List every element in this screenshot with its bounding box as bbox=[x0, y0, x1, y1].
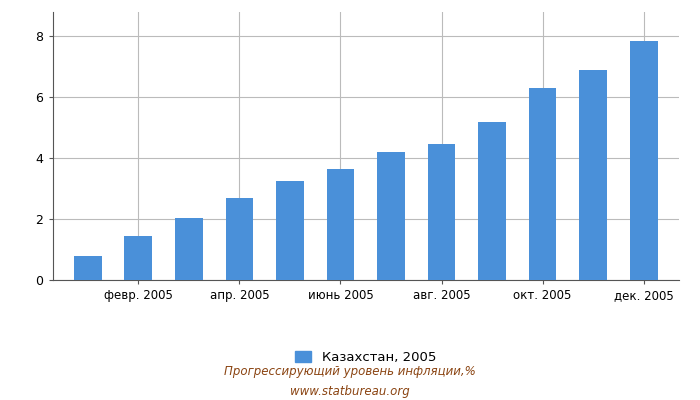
Bar bbox=[428, 144, 456, 280]
Text: Прогрессирующий уровень инфляции,%: Прогрессирующий уровень инфляции,% bbox=[224, 365, 476, 378]
Bar bbox=[74, 256, 102, 280]
Bar bbox=[478, 122, 506, 280]
Bar bbox=[175, 218, 203, 280]
Bar bbox=[579, 70, 607, 280]
Bar bbox=[327, 169, 354, 280]
Bar bbox=[630, 41, 657, 280]
Text: www.statbureau.org: www.statbureau.org bbox=[290, 385, 410, 398]
Bar bbox=[276, 181, 304, 280]
Bar bbox=[528, 88, 556, 280]
Bar bbox=[225, 198, 253, 280]
Legend: Казахстан, 2005: Казахстан, 2005 bbox=[290, 346, 442, 369]
Bar bbox=[125, 236, 153, 280]
Bar bbox=[377, 152, 405, 280]
